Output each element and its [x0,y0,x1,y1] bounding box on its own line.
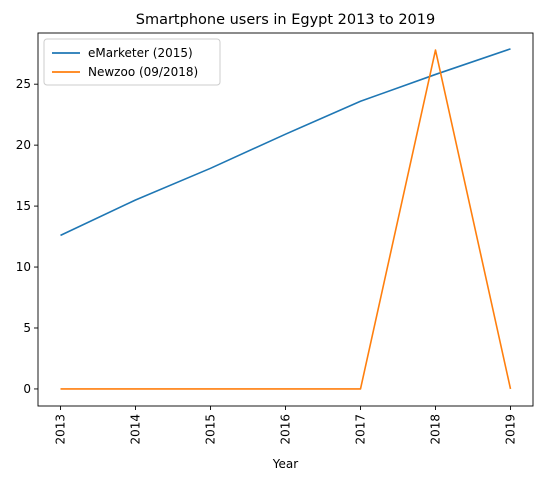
x-tick-label: 2014 [129,414,143,445]
x-tick-label: 2015 [204,414,218,445]
y-tick-label: 25 [16,77,31,91]
y-tick-label: 5 [23,321,31,335]
legend-entry-2: Newzoo (09/2018) [88,65,198,79]
x-tick-label: 2016 [279,414,293,445]
y-tick-label: 0 [23,382,31,396]
series-line-1 [60,48,511,237]
plot-area: 0 5 10 15 20 25 2013 2014 2015 2016 2017 2018 2019 eM… [16,32,534,445]
x-tick-label: 2017 [354,414,368,445]
x-tick-label: 2018 [429,414,443,445]
legend-box [43,38,221,86]
chart-title: Smartphone users in Egypt 2013 to 2019 [136,12,436,28]
series-line-2 [60,49,512,390]
y-tick-label: 20 [16,138,31,152]
y-tick-label: 10 [16,260,31,274]
y-tick-label: 15 [16,199,31,213]
x-axis-label: Year [272,457,298,471]
legend-entry-1: eMarketer (2015) [88,46,193,60]
x-tick-label: 2019 [504,414,518,445]
plot-frame [37,32,534,407]
x-tick-label: 2013 [54,414,68,445]
